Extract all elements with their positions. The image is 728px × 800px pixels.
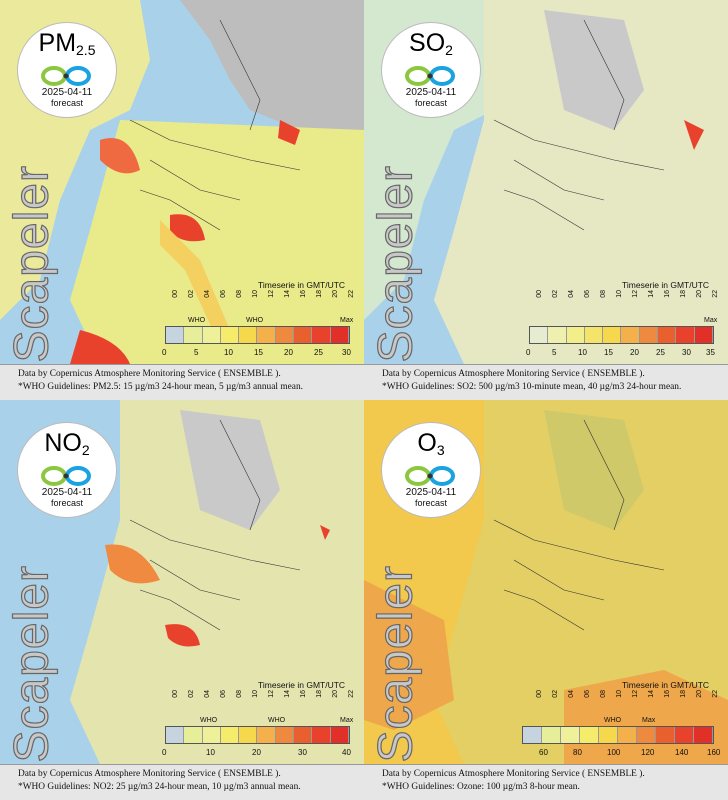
scapeler-watermark: Scapeler xyxy=(5,164,59,363)
map-no2 xyxy=(0,400,364,764)
hour-ticks: 00 02 04 06 08 10 12 14 16 18 20 22 xyxy=(536,690,719,698)
caption-source: Data by Copernicus Atmosphere Monitoring… xyxy=(382,369,645,379)
max-label: Max xyxy=(340,717,354,724)
forecast-label: forecast xyxy=(414,498,447,508)
caption-who: *WHO Guidelines: PM2.5: 15 µg/m3 24-hour… xyxy=(18,382,303,392)
color-scale-bar xyxy=(529,326,714,344)
panel-o3: O3 2025-04-11 forecast Scapeler Timeseri… xyxy=(364,400,728,800)
scapeler-watermark: Scapeler xyxy=(369,564,423,763)
scapeler-logo-icon xyxy=(405,466,455,486)
caption-who: *WHO Guidelines: NO2: 25 µg/m3 24-hour m… xyxy=(18,782,301,792)
who-marker-label: WHO xyxy=(246,317,264,324)
forecast-label: forecast xyxy=(414,98,447,108)
color-scale-bar xyxy=(522,726,714,744)
color-scale-bar xyxy=(165,326,350,344)
max-label: Max xyxy=(642,717,656,724)
pollutant-badge: O3 2025-04-11 forecast xyxy=(381,422,481,518)
caption-who: *WHO Guidelines: Ozone: 100 µg/m3 8-hour… xyxy=(382,782,580,792)
pollutant-title: NO2 xyxy=(44,429,90,458)
caption-source: Data by Copernicus Atmosphere Monitoring… xyxy=(18,369,281,379)
pollutant-title: SO2 xyxy=(409,29,453,58)
timeserie-label: Timeserie in GMT/UTC xyxy=(258,280,346,290)
timeserie-label: Timeserie in GMT/UTC xyxy=(622,280,710,290)
map-pm25 xyxy=(0,0,364,364)
max-label: Max xyxy=(704,317,718,324)
caption-source: Data by Copernicus Atmosphere Monitoring… xyxy=(18,769,281,779)
caption-source: Data by Copernicus Atmosphere Monitoring… xyxy=(382,769,645,779)
who-marker-label: WHO xyxy=(604,717,622,724)
forecast-date: 2025-04-11 xyxy=(405,487,457,498)
who-marker-label: WHO xyxy=(268,717,286,724)
forecast-label: forecast xyxy=(50,498,83,508)
forecast-date: 2025-04-11 xyxy=(41,87,93,98)
timeserie-label: Timeserie in GMT/UTC xyxy=(258,680,346,690)
pollutant-title: PM2.5 xyxy=(38,29,96,58)
who-marker-label: WHO xyxy=(200,717,218,724)
pollutant-badge: NO2 2025-04-11 forecast xyxy=(17,422,117,518)
timeserie-label: Timeserie in GMT/UTC xyxy=(622,680,710,690)
caption-who: *WHO Guidelines: SO2: 500 µg/m3 10-minut… xyxy=(382,382,682,392)
forecast-date: 2025-04-11 xyxy=(41,487,93,498)
panel-so2: SO2 2025-04-11 forecast Scapeler Timeser… xyxy=(364,0,728,400)
map-so2 xyxy=(364,0,728,364)
color-scale-bar xyxy=(165,726,350,744)
caption: Data by Copernicus Atmosphere Monitoring… xyxy=(364,364,728,400)
panel-pm25: PM2.5 2025-04-11 forecast Scapeler Times… xyxy=(0,0,364,400)
scapeler-logo-icon xyxy=(41,66,91,86)
hour-ticks: 00 02 04 06 08 10 12 14 16 18 20 22 xyxy=(172,690,355,698)
map-o3 xyxy=(364,400,728,764)
caption: Data by Copernicus Atmosphere Monitoring… xyxy=(0,764,364,800)
hour-ticks: 00 02 04 06 08 10 12 14 16 18 20 22 xyxy=(536,290,719,298)
caption: Data by Copernicus Atmosphere Monitoring… xyxy=(364,764,728,800)
max-label: Max xyxy=(340,317,354,324)
scapeler-watermark: Scapeler xyxy=(5,564,59,763)
scapeler-watermark: Scapeler xyxy=(369,164,423,363)
caption: Data by Copernicus Atmosphere Monitoring… xyxy=(0,364,364,400)
panel-no2: NO2 2025-04-11 forecast Scapeler Timeser… xyxy=(0,400,364,800)
who-marker-label: WHO xyxy=(188,317,206,324)
forecast-date: 2025-04-11 xyxy=(405,87,457,98)
scapeler-logo-icon xyxy=(41,466,91,486)
pollutant-badge: SO2 2025-04-11 forecast xyxy=(381,22,481,118)
scapeler-logo-icon xyxy=(405,66,455,86)
pollutant-title: O3 xyxy=(417,429,445,458)
forecast-label: forecast xyxy=(50,98,83,108)
pollutant-badge: PM2.5 2025-04-11 forecast xyxy=(17,22,117,118)
